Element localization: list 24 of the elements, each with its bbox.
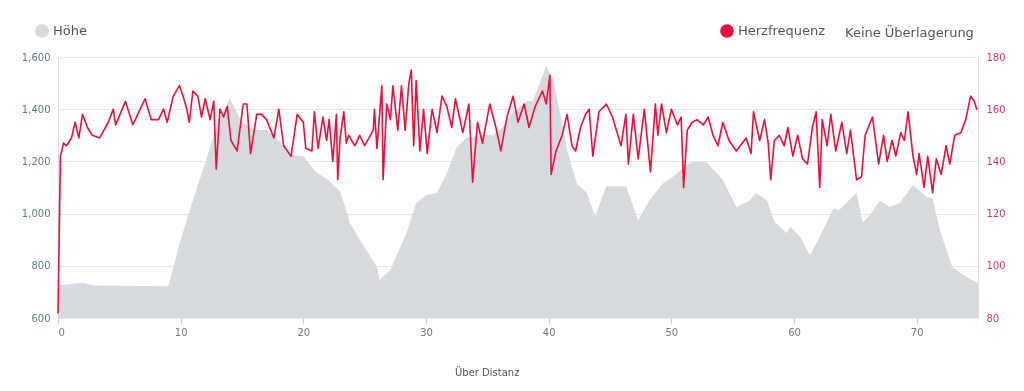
y-tick-label: 1,200 [21,155,51,167]
x-tick-label: 70 [910,326,924,338]
x-tick-label: 30 [420,326,433,338]
text: Über Distanz [455,366,520,378]
legend-label: Höhe [53,23,87,38]
x-tick-label: 0 [58,326,65,338]
y-tick-label: 800 [31,260,51,272]
x-tick-label: 50 [665,326,679,338]
y2-tick-label: 180 [986,51,1006,63]
x-tick-label: 20 [297,326,311,338]
x-tick-label: 40 [542,326,556,338]
legend-label: Herzfrequenz [738,23,826,38]
x-tick-label: 10 [174,326,188,338]
x-tick-label: 60 [788,326,801,338]
y2-tick-label: 100 [986,260,1006,272]
y-tick-label: 1,400 [21,103,51,115]
y2-tick-label: 80 [986,312,1000,324]
y-tick-label: 600 [31,312,51,324]
y-tick-label: 1,600 [21,51,51,63]
y2-tick-label: 140 [986,155,1006,167]
text: Keine Überlagerung [845,24,974,40]
y2-tick-label: 160 [986,103,1006,115]
y-tick-label: 1,000 [21,208,51,220]
y2-tick-label: 120 [986,208,1006,220]
